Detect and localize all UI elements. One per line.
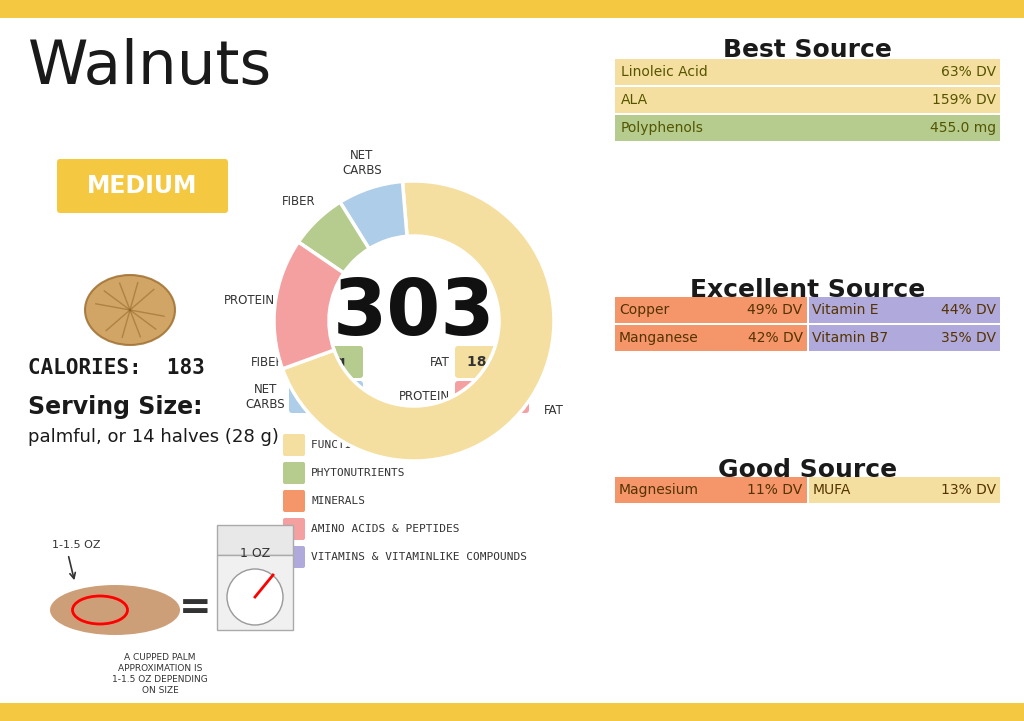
Text: 303: 303 — [333, 275, 496, 351]
Bar — [615, 325, 807, 351]
Text: FUNCTIONAL  FATS: FUNCTIONAL FATS — [311, 440, 419, 450]
FancyBboxPatch shape — [283, 518, 305, 540]
Text: NET
CARBS: NET CARBS — [246, 383, 285, 411]
Text: Magnesium: Magnesium — [618, 483, 699, 497]
FancyBboxPatch shape — [289, 381, 362, 413]
Text: 49% DV: 49% DV — [748, 303, 803, 317]
Text: Vitamin B7: Vitamin B7 — [812, 331, 889, 345]
Text: 35% DV: 35% DV — [941, 331, 996, 345]
Circle shape — [227, 569, 283, 625]
Wedge shape — [298, 202, 369, 273]
Wedge shape — [283, 181, 554, 461]
Bar — [809, 297, 1000, 323]
Ellipse shape — [85, 275, 175, 345]
Text: =: = — [178, 589, 211, 627]
Text: Polyphenols: Polyphenols — [621, 121, 703, 135]
FancyBboxPatch shape — [455, 346, 529, 378]
Text: Good Source: Good Source — [718, 458, 897, 482]
Bar — [217, 525, 293, 555]
Text: 1.9 g: 1.9 g — [306, 355, 346, 369]
Text: FAT: FAT — [430, 355, 450, 368]
Text: A CUPPED PALM
APPROXIMATION IS
1-1.5 OZ DEPENDING
ON SIZE: A CUPPED PALM APPROXIMATION IS 1-1.5 OZ … — [112, 653, 208, 695]
Bar — [615, 477, 807, 503]
Text: 13% DV: 13% DV — [941, 483, 996, 497]
Text: AMINO ACIDS & PEPTIDES: AMINO ACIDS & PEPTIDES — [311, 524, 460, 534]
Text: FAT: FAT — [544, 404, 564, 417]
Text: MEDIUM: MEDIUM — [87, 174, 198, 198]
Text: Best Source: Best Source — [723, 38, 892, 62]
Wedge shape — [274, 242, 344, 369]
Text: PHYTONUTRIENTS: PHYTONUTRIENTS — [311, 468, 406, 478]
Text: PROTEIN: PROTEIN — [399, 391, 450, 404]
Text: ALA: ALA — [621, 93, 648, 107]
Bar — [615, 297, 807, 323]
Text: Serving Size:: Serving Size: — [28, 395, 203, 419]
Text: 1-1.5 OZ: 1-1.5 OZ — [52, 540, 100, 550]
Text: Linoleic Acid: Linoleic Acid — [621, 65, 708, 79]
FancyBboxPatch shape — [283, 434, 305, 456]
Bar — [615, 59, 1000, 85]
Text: NET
CARBS: NET CARBS — [342, 149, 382, 177]
FancyBboxPatch shape — [57, 159, 228, 213]
Text: Excellent Source: Excellent Source — [690, 278, 925, 302]
Bar — [0, 703, 1024, 721]
Text: CALORIES:  183: CALORIES: 183 — [28, 358, 205, 378]
Bar — [615, 87, 1000, 113]
Text: palmful, or 14 halves (28 g): palmful, or 14 halves (28 g) — [28, 428, 279, 446]
Bar — [615, 115, 1000, 141]
Bar — [0, 0, 1024, 18]
Text: 2 g: 2 g — [313, 390, 338, 404]
FancyBboxPatch shape — [283, 490, 305, 512]
Text: 18.3 g: 18.3 g — [467, 355, 516, 369]
Text: Copper: Copper — [618, 303, 670, 317]
FancyBboxPatch shape — [283, 546, 305, 568]
Bar — [217, 555, 293, 630]
Text: 63% DV: 63% DV — [941, 65, 996, 79]
Text: VITAMINS & VITAMINLIKE COMPOUNDS: VITAMINS & VITAMINLIKE COMPOUNDS — [311, 552, 527, 562]
FancyBboxPatch shape — [455, 381, 529, 413]
Text: 11% DV: 11% DV — [748, 483, 803, 497]
Wedge shape — [340, 182, 407, 249]
Text: 42% DV: 42% DV — [748, 331, 803, 345]
FancyBboxPatch shape — [283, 462, 305, 484]
Text: 44% DV: 44% DV — [941, 303, 996, 317]
Text: Vitamin E: Vitamin E — [812, 303, 879, 317]
Text: Walnuts: Walnuts — [28, 38, 272, 97]
Text: FIBER: FIBER — [251, 355, 285, 368]
Text: 159% DV: 159% DV — [932, 93, 996, 107]
Text: MUFA: MUFA — [812, 483, 851, 497]
Bar — [809, 325, 1000, 351]
FancyBboxPatch shape — [289, 346, 362, 378]
Ellipse shape — [50, 585, 180, 635]
Text: Manganese: Manganese — [618, 331, 698, 345]
Text: 1 OZ: 1 OZ — [240, 547, 270, 560]
Text: PROTEIN: PROTEIN — [223, 293, 274, 306]
Text: FIBER: FIBER — [283, 195, 316, 208]
Text: 4.3 g: 4.3 g — [472, 390, 512, 404]
Text: MINERALS: MINERALS — [311, 496, 365, 506]
Text: 455.0 mg: 455.0 mg — [930, 121, 996, 135]
Bar — [809, 477, 1000, 503]
